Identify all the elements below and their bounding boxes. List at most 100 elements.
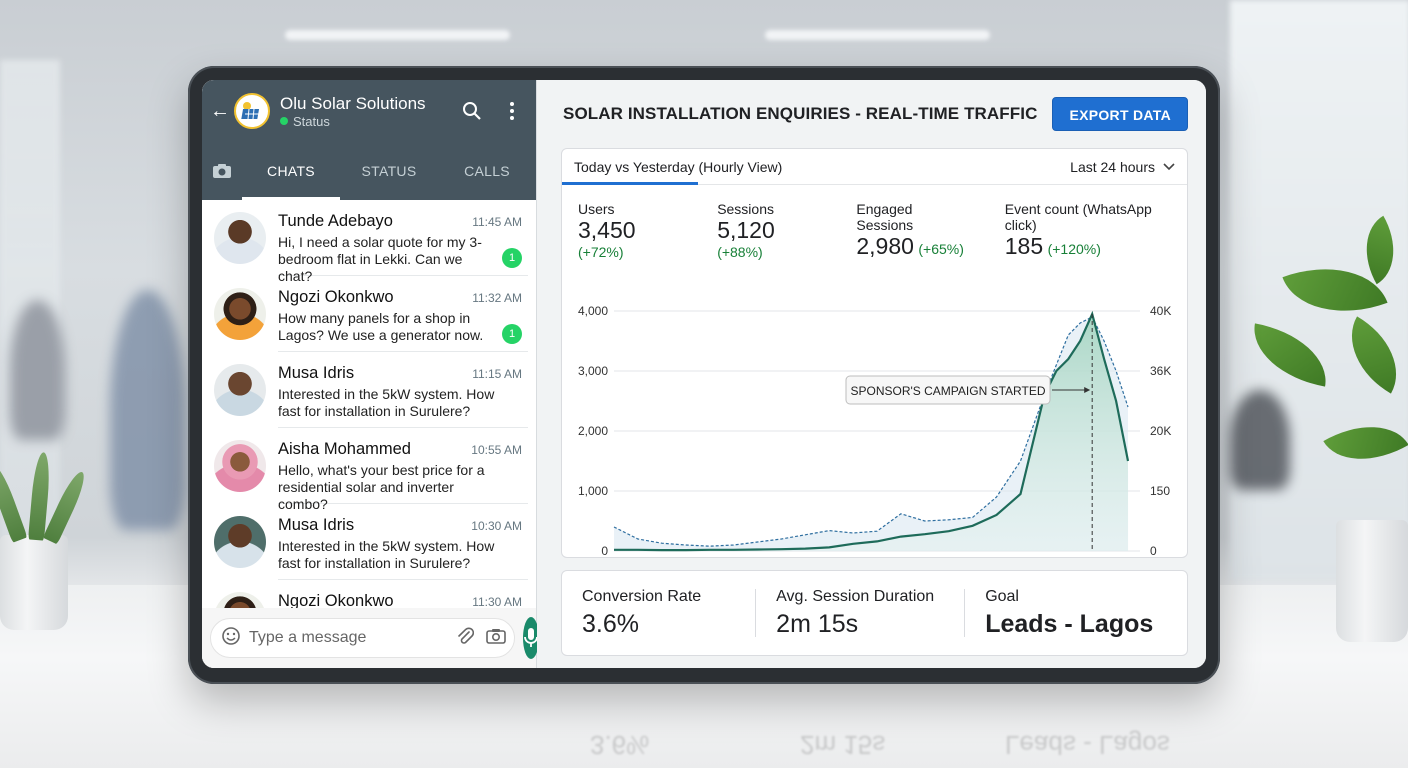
search-icon[interactable]	[458, 97, 486, 125]
ceiling-light	[285, 30, 510, 40]
metric-users: Users 3,450 (+72%)	[578, 201, 685, 260]
message-time: 11:45 AM	[472, 215, 522, 229]
tab-calls[interactable]: CALLS	[464, 163, 510, 179]
kpi-value: Leads - Lagos	[985, 610, 1154, 638]
kpi-divider	[964, 589, 966, 637]
contact-avatar	[214, 364, 266, 416]
chat-item[interactable]: Musa Idris 10:30 AM Interested in the 5k…	[202, 504, 536, 580]
contact-name: Aisha Mohammed	[278, 440, 411, 458]
business-avatar[interactable]	[234, 93, 270, 129]
traffic-chart-card: Today vs Yesterday (Hourly View) Last 24…	[561, 148, 1188, 558]
screen-reflection: 3.6% 2m 15s Leads - Lagos	[200, 690, 1210, 768]
metric-value: 5,120	[717, 217, 775, 243]
y-right-tick-label: 20K	[1150, 424, 1171, 438]
camera-icon[interactable]	[486, 628, 506, 649]
view-tab[interactable]: Today vs Yesterday (Hourly View)	[574, 158, 783, 175]
chat-item[interactable]: Tunde Adebayo 11:45 AM Hi, I need a sola…	[202, 200, 536, 284]
chat-item[interactable]: Musa Idris 11:15 AM Interested in the 5k…	[202, 352, 536, 428]
kpi-label: Conversion Rate	[582, 588, 702, 605]
kpi-label: Goal	[985, 588, 1019, 605]
date-range-select[interactable]: Last 24 hours	[1070, 159, 1175, 175]
y-right-tick-label: 36K	[1150, 364, 1171, 378]
export-data-button[interactable]: EXPORT DATA	[1052, 97, 1188, 131]
y-left-tick-label: 3,000	[578, 364, 608, 378]
y-left-tick-label: 4,000	[578, 304, 608, 318]
message-time: 11:32 AM	[472, 291, 522, 305]
chat-item[interactable]: Ngozi Okonkwo 11:32 AM How many panels f…	[202, 276, 536, 352]
series-area-today	[614, 314, 1129, 551]
series-line-today	[614, 310, 1130, 552]
kpi-divider	[755, 589, 757, 637]
kpi-label: Avg. Session Duration	[776, 588, 935, 605]
more-options-icon[interactable]	[498, 97, 526, 125]
kpi-avg-session: Avg. Session Duration 2m 15s	[756, 588, 954, 638]
metric-sessions: Sessions 5,120 (+88%)	[717, 201, 824, 260]
business-name: Olu Solar Solutions	[280, 93, 426, 113]
voice-record-button[interactable]	[523, 617, 539, 659]
contact-name: Tunde Adebayo	[278, 212, 393, 230]
contact-name: Ngozi Okonkwo	[278, 288, 394, 306]
chat-item[interactable]: Aisha Mohammed 10:55 AM Hello, what's yo…	[202, 428, 536, 512]
reflection-text: Leads - Lagos	[1005, 730, 1170, 760]
kpi-value: 2m 15s	[776, 610, 859, 638]
metric-engaged-sessions: Engaged Sessions 2,980 (+65%)	[856, 201, 972, 259]
view-tab-indicator	[562, 182, 698, 185]
whatsapp-tabs: CHATS STATUS CALLS	[202, 142, 536, 200]
kpi-value: 3.6%	[582, 610, 639, 638]
reflection-text: 3.6%	[590, 730, 650, 760]
attach-icon[interactable]	[456, 626, 475, 651]
annotation-label: SPONSOR'S CAMPAIGN STARTED	[851, 384, 1046, 398]
date-range-value: Last 24 hours	[1070, 158, 1155, 175]
metric-label: Engaged Sessions	[856, 201, 914, 233]
message-preview: Hi, I need a solar quote for my 3-bedroo…	[278, 234, 482, 284]
metric-label: Users	[578, 201, 615, 217]
contact-name: Musa Idris	[278, 516, 355, 534]
traffic-chart: 01,0002,0003,0004,000015020K36K40K00:000…	[578, 304, 1171, 557]
background-person	[110, 290, 185, 530]
unread-badge: 1	[502, 324, 522, 344]
contact-name: Ngozi Okonkwo	[278, 592, 394, 610]
reflection-text: 2m 15s	[800, 730, 886, 760]
tablet-device: ← Olu Solar Solutions	[188, 66, 1220, 684]
message-preview: Interested in the 5kW system. How fast f…	[278, 386, 495, 419]
annotation-arrowhead	[1084, 387, 1091, 393]
message-time: 11:15 AM	[472, 367, 522, 381]
metric-delta: (+65%)	[918, 241, 964, 257]
series-line-yesterday	[613, 316, 1129, 547]
tab-status[interactable]: STATUS	[361, 163, 417, 179]
dashboard-title: SOLAR INSTALLATION ENQUIRIES - REAL-TIME…	[563, 104, 1038, 123]
y-left-tick-label: 1,000	[578, 484, 608, 498]
contact-avatar	[214, 288, 266, 340]
contact-avatar	[214, 212, 266, 264]
tab-chats[interactable]: CHATS	[242, 142, 340, 200]
y-right-tick-label: 150	[1150, 484, 1170, 498]
emoji-icon[interactable]	[221, 626, 241, 651]
metric-delta: (+72%)	[578, 244, 624, 260]
camera-tab-icon[interactable]	[202, 163, 242, 179]
message-input[interactable]	[249, 629, 456, 647]
analytics-pane: SOLAR INSTALLATION ENQUIRIES - REAL-TIME…	[537, 80, 1206, 668]
y-right-tick-label: 0	[1150, 544, 1157, 557]
metric-value: 185	[1004, 233, 1044, 259]
ceiling-light	[765, 30, 990, 40]
business-status: Status	[280, 114, 446, 129]
background-chair	[1230, 390, 1290, 490]
metric-event-count: Event count (WhatsApp click) 185 (+120%)	[1004, 201, 1187, 259]
metric-delta: (+88%)	[717, 244, 763, 260]
tablet-screen: ← Olu Solar Solutions	[202, 80, 1206, 668]
microphone-icon	[524, 628, 538, 647]
chat-list: Tunde Adebayo 11:45 AM Hi, I need a sola…	[202, 200, 536, 668]
metrics-row: Users 3,450 (+72%) Sessions 5,120 (+88%)…	[562, 185, 1187, 260]
contact-name: Musa Idris	[278, 364, 355, 382]
online-dot	[280, 117, 288, 125]
annotation-box	[845, 375, 1051, 405]
message-composer	[202, 608, 539, 668]
whatsapp-pane: ← Olu Solar Solutions	[202, 80, 539, 668]
kpi-conversion-rate: Conversion Rate 3.6%	[562, 588, 721, 638]
back-arrow-icon[interactable]: ←	[210, 99, 230, 122]
message-preview: How many panels for a shop in Lagos? We …	[278, 310, 484, 343]
message-preview: Interested in the 5kW system. How fast f…	[278, 538, 495, 571]
message-time: 11:30 AM	[472, 595, 522, 609]
y-left-tick-label: 0	[601, 544, 608, 557]
metric-label: Event count (WhatsApp click)	[1004, 201, 1152, 233]
